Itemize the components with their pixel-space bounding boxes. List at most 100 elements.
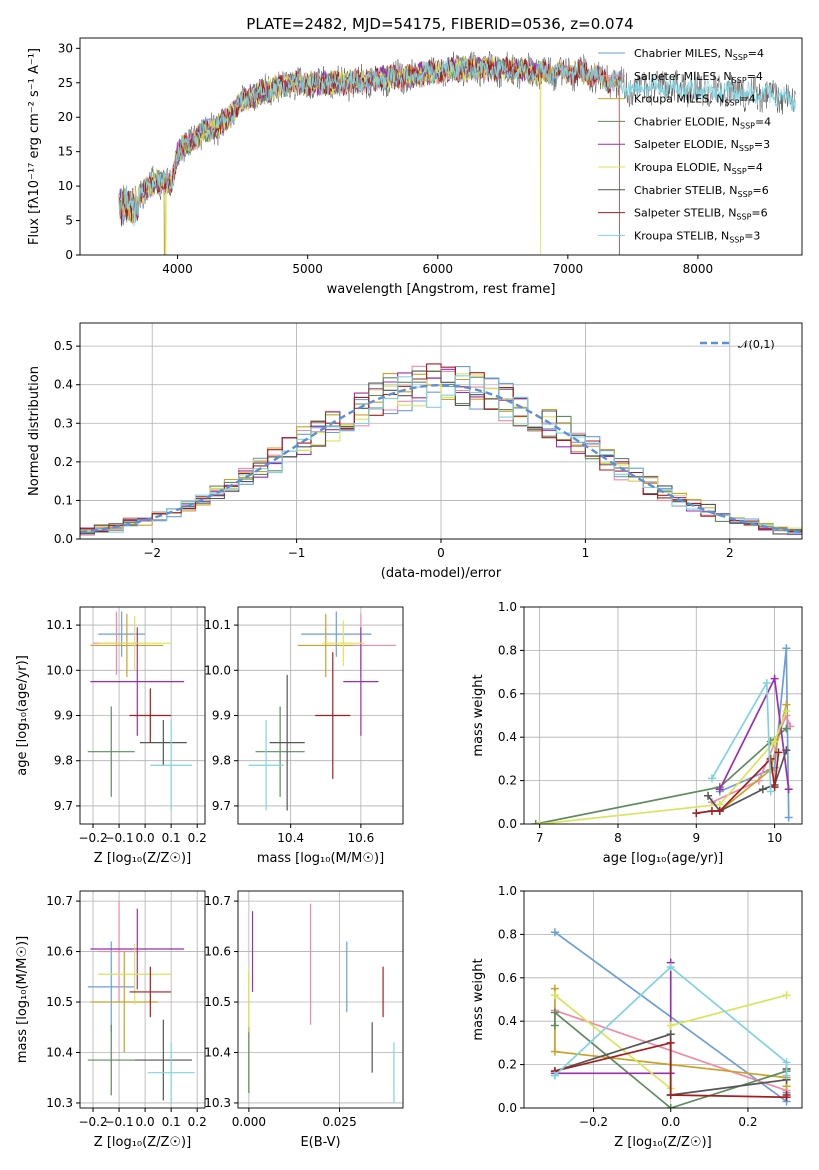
marks xyxy=(87,611,192,811)
panel-age-vs-Z: −0.2−0.1 0.0 0.1 0.2 9.7 9.8 9.9 10.0 10.1 Z [log… xyxy=(15,606,207,866)
mass-weight-marker xyxy=(550,1008,559,1017)
mass-weight-marker xyxy=(666,962,675,971)
mass-weight-marker xyxy=(782,644,791,653)
histogram-step xyxy=(80,375,802,534)
x-tick-label: 0.000 xyxy=(232,1115,266,1129)
errorbar-point xyxy=(269,674,305,811)
x-tick-label: 1 xyxy=(582,546,590,560)
x-axis-label: (data-model)/error xyxy=(381,566,502,581)
mass-weight-marker xyxy=(704,791,713,800)
y-tick-label: 0.8 xyxy=(498,643,517,657)
y-axis-label: mass weight xyxy=(471,674,486,756)
errorbar-point xyxy=(90,613,164,678)
mass-weight-line xyxy=(539,710,788,824)
y-tick-label: 10.4 xyxy=(204,1045,231,1059)
mass-weight-marker xyxy=(550,1047,559,1056)
y-tick-label: 9.9 xyxy=(212,709,231,723)
axes-frame xyxy=(523,606,803,825)
x-tick-label: −0.1 xyxy=(104,1115,133,1129)
errorbar-point xyxy=(322,620,365,666)
mass-weight-marker xyxy=(666,1104,675,1108)
marks xyxy=(248,611,396,811)
y-tick-label: 10.4 xyxy=(46,1045,73,1059)
x-tick-label: 0 xyxy=(437,546,445,560)
y-axis-label: mass weight xyxy=(471,958,486,1040)
y-axis-label: mass [log₁₀(M/M☉)] xyxy=(15,936,30,1063)
y-tick-label: 0.2 xyxy=(498,774,517,788)
mass-weight-marker xyxy=(766,787,775,796)
y-tick-label: 9.8 xyxy=(212,754,231,768)
y-tick-label: 9.9 xyxy=(54,709,73,723)
x-tick-label: 5000 xyxy=(292,262,323,276)
mass-weight-marker xyxy=(758,785,767,794)
axes-decor: −2 −1 0 1 2 0.0 0.1 0.2 0.3 0.4 0.5 (data-model)/er… xyxy=(27,322,803,581)
x-tick-label: 9 xyxy=(692,831,700,845)
x-axis-label: wavelength [Angstrom, rest frame] xyxy=(327,282,556,297)
mass-weight-marker xyxy=(666,1090,675,1099)
y-tick-label: 5 xyxy=(65,214,73,228)
plot-area xyxy=(80,891,205,1108)
axes-decor: −0.2 0.0 0.2 0.0 0.2 0.4 0.6 0.8 1.0 Z [log₁₀(Z/Z… xyxy=(471,884,803,1150)
x-tick-label: −2 xyxy=(143,546,161,560)
mass-weight-marker xyxy=(707,806,716,815)
y-tick-label: 0.0 xyxy=(498,817,517,831)
mass-weight-marker xyxy=(707,774,716,783)
y-tick-label: 0.2 xyxy=(54,455,73,469)
axes-decor: 7 8 9 10 0.0 0.2 0.4 0.6 0.8 1.0 age [log₁₀(age/yr… xyxy=(471,600,803,866)
y-tick-label: 25 xyxy=(58,76,73,90)
mass-weight-marker xyxy=(531,820,540,824)
y-tick-label: 10 xyxy=(58,179,73,193)
y-axis-label: Normed distribution xyxy=(27,366,42,496)
mass-weight-marker xyxy=(784,785,793,794)
x-tick-label: 0.0 xyxy=(661,1115,680,1129)
marks xyxy=(248,903,395,1103)
y-tick-label: 9.7 xyxy=(212,799,231,813)
legend-entry: Chabrier MILES, NSSP=4 xyxy=(634,47,764,62)
y-tick-label: 0.5 xyxy=(54,339,73,353)
y-tick-label: 0.4 xyxy=(54,378,73,392)
errorbar-point xyxy=(98,611,146,657)
y-tick-label: 0.3 xyxy=(54,416,73,430)
errorbar-point xyxy=(315,652,351,779)
axes-decor: −0.2−0.1 0.0 0.1 0.2 9.7 9.8 9.9 10.0 10.1 Z [log… xyxy=(15,606,207,866)
mass-weight-line xyxy=(554,1041,788,1099)
y-tick-label: 10.5 xyxy=(204,995,231,1009)
mass-weight-marker xyxy=(782,724,791,733)
x-tick-label: 6000 xyxy=(422,262,453,276)
axes-frame xyxy=(79,37,803,256)
errorbar-point xyxy=(98,943,172,1005)
panel-mass-vs-EBV: 0.000 0.025 10.3 10.4 10.5 10.6 10.7 E(B-V) xyxy=(204,890,404,1150)
y-tick-label: 0.0 xyxy=(498,1101,517,1115)
spectrum-line xyxy=(118,56,620,255)
y-tick-label: 15 xyxy=(58,145,73,159)
x-tick-label: 0.0 xyxy=(136,831,155,845)
y-tick-label: 0.0 xyxy=(54,532,73,546)
mass-weight-marker xyxy=(770,674,779,683)
x-tick-label: −0.2 xyxy=(579,1115,608,1129)
y-tick-label: 10.6 xyxy=(46,945,73,959)
axes-frame xyxy=(523,890,803,1109)
y-tick-label: 0.1 xyxy=(54,493,73,507)
mass-weight-marker xyxy=(774,748,783,757)
x-tick-label: −1 xyxy=(288,546,306,560)
y-axis-label: age [log₁₀(age/yr)] xyxy=(15,655,30,776)
legend-entry: Salpeter STELIB, NSSP=6 xyxy=(634,207,768,222)
panel-spectrum: 4000 5000 6000 7000 8000 0 5 10 15 20 25 30 waveleng… xyxy=(27,37,803,297)
mass-weight-line xyxy=(719,648,790,818)
y-tick-label: 9.7 xyxy=(54,799,73,813)
marks xyxy=(550,928,791,1108)
y-tick-label: 10.7 xyxy=(204,894,231,908)
mass-weight-marker xyxy=(782,707,791,716)
mass-weight-marker xyxy=(550,928,559,937)
errorbar-point xyxy=(301,611,372,657)
y-tick-label: 0.2 xyxy=(498,1058,517,1072)
mass-weight-marker xyxy=(770,737,779,746)
errorbar-point xyxy=(87,941,135,1033)
mass-weight-marker xyxy=(666,1030,675,1039)
panel-mass-weight-vs-Z: −0.2 0.0 0.2 0.0 0.2 0.4 0.6 0.8 1.0 Z [log₁₀(Z/Z… xyxy=(471,884,803,1150)
legend-entry: Chabrier ELODIE, NSSP=4 xyxy=(634,115,771,130)
x-tick-label: 10 xyxy=(767,831,782,845)
errorbar-point xyxy=(134,1019,192,1101)
mass-weight-line xyxy=(554,1010,787,1108)
